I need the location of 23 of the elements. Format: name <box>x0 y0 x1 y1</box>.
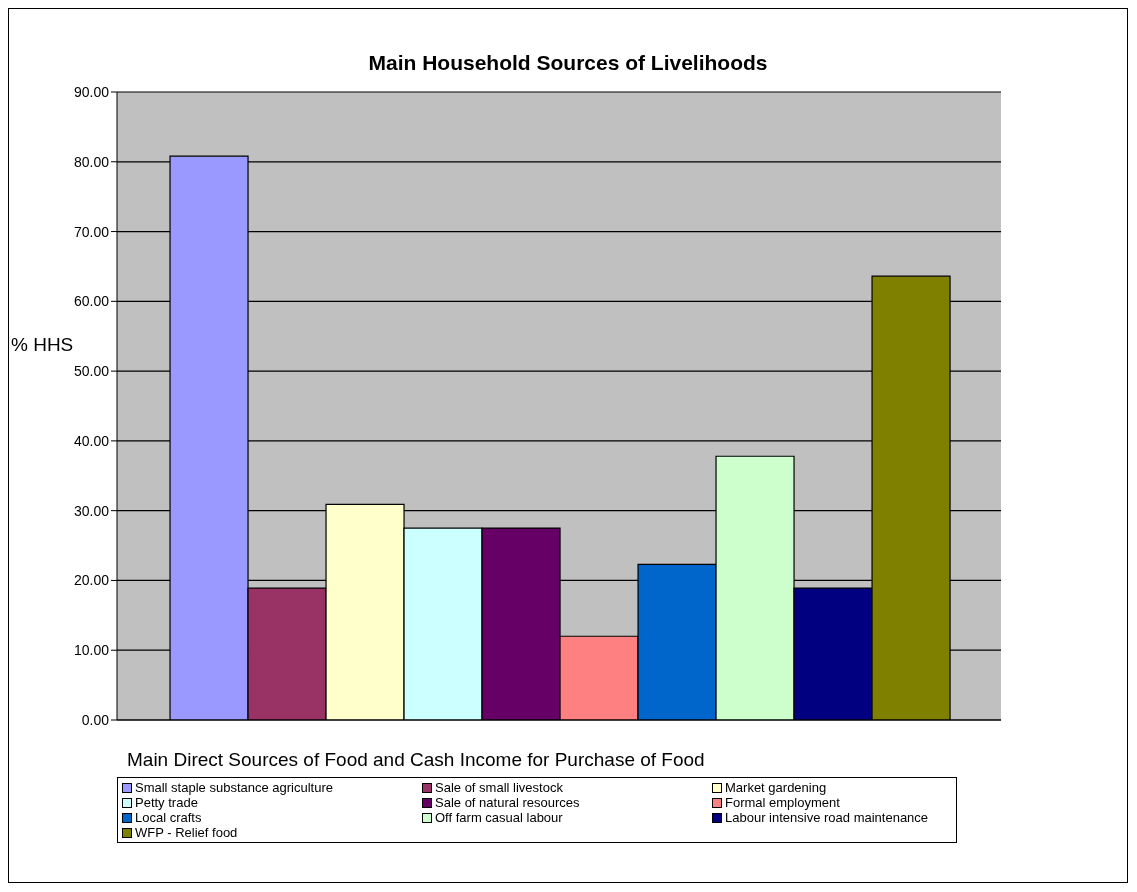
y-tick-label: 60.00 <box>73 293 110 310</box>
y-tick-label: 80.00 <box>73 153 110 170</box>
legend-label: WFP - Relief food <box>135 825 238 840</box>
legend-label: Off farm casual labour <box>435 810 563 825</box>
legend-label: Sale of natural resources <box>435 795 580 810</box>
y-tick-label: 20.00 <box>73 572 110 589</box>
x-axis-title: Main Direct Sources of Food and Cash Income for Purchase of Food <box>127 749 705 771</box>
y-tick-label: 0.00 <box>81 711 110 728</box>
y-tick-label: 90.00 <box>73 83 110 100</box>
legend-label: Labour intensive road maintenance <box>725 810 929 825</box>
legend-label: Market gardening <box>725 780 827 795</box>
y-tick-label: 40.00 <box>73 432 110 449</box>
legend-label: Petty trade <box>135 795 198 810</box>
y-tick-label: 70.00 <box>73 223 110 240</box>
legend-label: Local crafts <box>135 810 202 825</box>
legend-label: Formal employment <box>725 795 840 810</box>
y-tick-label: 10.00 <box>73 642 110 659</box>
legend-label: Sale of small livestock <box>435 780 563 795</box>
y-axis-title: % HHS <box>11 334 74 356</box>
legend-label: Small staple substance agriculture <box>135 780 333 795</box>
y-tick-label: 50.00 <box>73 363 110 380</box>
y-tick-label: 30.00 <box>73 502 110 519</box>
chart-title: Main Household Sources of Livelihoods <box>367 51 769 75</box>
